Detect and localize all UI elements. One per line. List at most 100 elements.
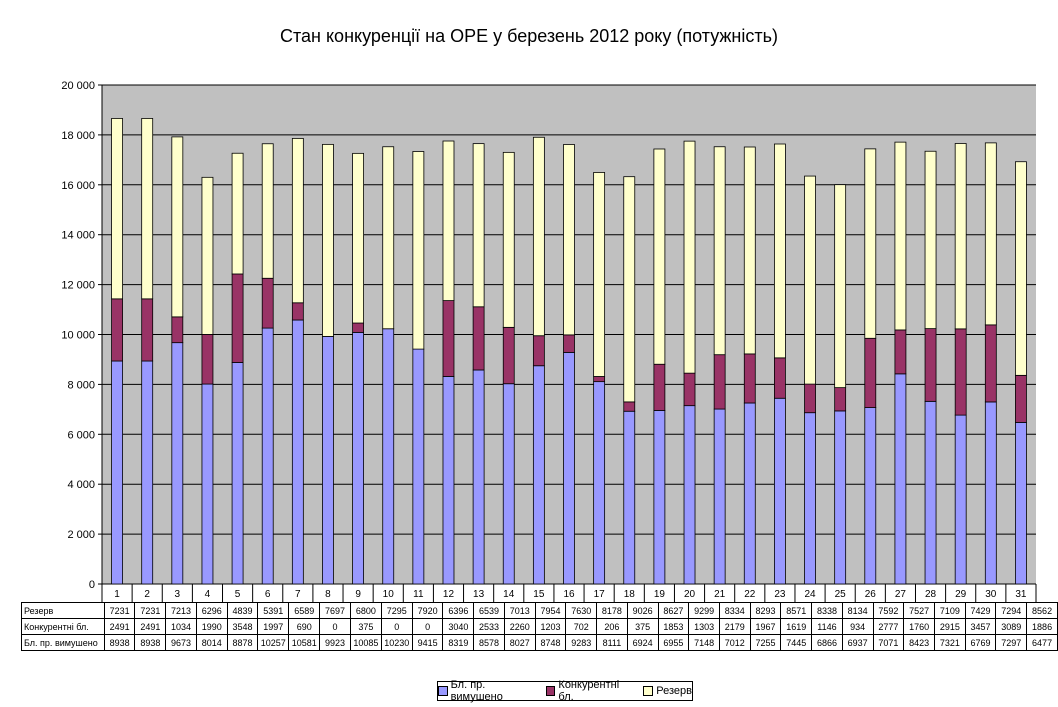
- data-table-cell: 1886: [1026, 618, 1058, 635]
- data-table-cell: 8027: [503, 634, 536, 651]
- bar-segment: [743, 402, 756, 585]
- bar-segment: [322, 143, 334, 337]
- legend-label: Конкурентні бл.: [558, 679, 620, 703]
- bar-segment: [141, 360, 154, 585]
- bar-segment: [864, 148, 877, 339]
- y-tick-label: 18 000: [61, 130, 95, 142]
- bar-segment: [653, 410, 666, 585]
- data-table-cell: 1853: [657, 618, 690, 635]
- bar-segment: [894, 141, 907, 331]
- bar-segment: [713, 408, 726, 585]
- data-table-cell: 8878: [226, 634, 259, 651]
- bar-segment: [984, 401, 997, 585]
- bar-segment: [804, 383, 816, 414]
- y-tick-label: 14 000: [61, 230, 95, 242]
- bar-segment: [713, 146, 726, 356]
- data-table-cell: 7592: [872, 602, 905, 619]
- data-table-cell: 8938: [134, 634, 167, 651]
- data-table-cell: 1997: [257, 618, 290, 635]
- data-table-cell: 2179: [718, 618, 751, 635]
- bar-segment: [442, 140, 455, 301]
- bar-segment: [412, 348, 425, 585]
- x-tick-label: 30: [985, 589, 997, 600]
- data-table-cell: 3548: [226, 618, 259, 635]
- data-table-cell: 375: [349, 618, 382, 635]
- y-tick-label: 0: [89, 579, 95, 591]
- data-table-cell: 7294: [995, 602, 1028, 619]
- bar-segment: [472, 369, 485, 585]
- bar-segment: [864, 337, 877, 408]
- y-tick-label: 6 000: [67, 429, 95, 441]
- bar-segment: [171, 342, 184, 585]
- data-table-cell: 8562: [1026, 602, 1058, 619]
- data-table-cell: 3457: [964, 618, 997, 635]
- data-table-cell: 8578: [473, 634, 505, 651]
- data-table-cell: 6396: [442, 602, 475, 619]
- x-tick-label: 10: [383, 589, 395, 600]
- bar-segment: [502, 151, 515, 328]
- bar-segment: [442, 300, 455, 377]
- data-table-cell: 7012: [718, 634, 751, 651]
- bar-segment: [954, 143, 967, 330]
- data-table-cell: 690: [288, 618, 321, 635]
- data-table-cell: 1967: [749, 618, 782, 635]
- data-table-cell: 8111: [596, 634, 628, 651]
- bar-segment: [291, 137, 304, 304]
- bar-segment: [1015, 421, 1027, 585]
- data-table-cell: 3040: [442, 618, 475, 635]
- bar-segment: [653, 148, 666, 365]
- data-table-cell: 7321: [933, 634, 966, 651]
- data-table-cell: 7527: [903, 602, 935, 619]
- bar-segment: [352, 322, 364, 333]
- data-table-cell: 10085: [349, 634, 382, 651]
- bar-segment: [352, 152, 364, 324]
- x-tick-label: 27: [895, 589, 907, 600]
- x-tick-label: 15: [533, 589, 545, 600]
- data-table-cell: 2491: [134, 618, 167, 635]
- bar-segment: [111, 298, 123, 362]
- bar-segment: [834, 184, 847, 389]
- chart-legend: Бл. пр. вимушено Конкурентні бл. Резерв: [437, 679, 693, 703]
- bar-segment: [382, 146, 395, 330]
- bar-segment: [111, 360, 123, 585]
- bar-segment: [984, 324, 997, 403]
- bar-segment: [563, 144, 575, 336]
- bar-segment: [201, 383, 214, 585]
- data-table-cell: 6477: [1026, 634, 1058, 651]
- data-table-cell: 7297: [995, 634, 1028, 651]
- data-table-cell: 7697: [319, 602, 351, 619]
- bar-segment: [924, 150, 937, 330]
- data-table-cell: 8571: [780, 602, 813, 619]
- x-tick-label: 25: [835, 589, 847, 600]
- x-tick-label: 14: [503, 589, 515, 600]
- data-table-row: Бл. пр. вимушено 8938 8938 9673 8014 8878 1025…: [21, 634, 1058, 651]
- bar-segment: [291, 302, 304, 321]
- x-tick-label: 13: [473, 589, 485, 600]
- bar-segment: [623, 410, 636, 585]
- data-table-cell: 2777: [872, 618, 905, 635]
- bar-segment: [683, 140, 696, 374]
- y-tick-label: 20 000: [61, 80, 95, 92]
- data-table-cell: 7109: [933, 602, 966, 619]
- data-table-cell: 3089: [995, 618, 1028, 635]
- x-tick-label: 9: [355, 589, 361, 600]
- bar-segment: [1015, 161, 1027, 376]
- data-table-cell: 7295: [380, 602, 413, 619]
- data-table-cell: 6296: [195, 602, 228, 619]
- data-table-cell: 10257: [257, 634, 290, 651]
- data-table-cell: 7231: [103, 602, 136, 619]
- bar-segment: [563, 351, 575, 585]
- legend-item: Конкурентні бл.: [545, 679, 633, 703]
- bar-segment: [261, 327, 274, 585]
- data-table-cell: 8293: [749, 602, 782, 619]
- bar-segment: [623, 176, 636, 403]
- data-table-cell: 6769: [964, 634, 997, 651]
- bar-segment: [231, 362, 244, 585]
- data-table-cell: 6955: [657, 634, 690, 651]
- bar-segment: [1015, 374, 1027, 423]
- x-tick-label: 26: [865, 589, 877, 600]
- data-table-cell: 7213: [165, 602, 197, 619]
- x-tick-label: 1: [114, 589, 120, 600]
- bar-segment: [532, 365, 545, 585]
- legend-label: Бл. пр. вимушено: [450, 679, 503, 703]
